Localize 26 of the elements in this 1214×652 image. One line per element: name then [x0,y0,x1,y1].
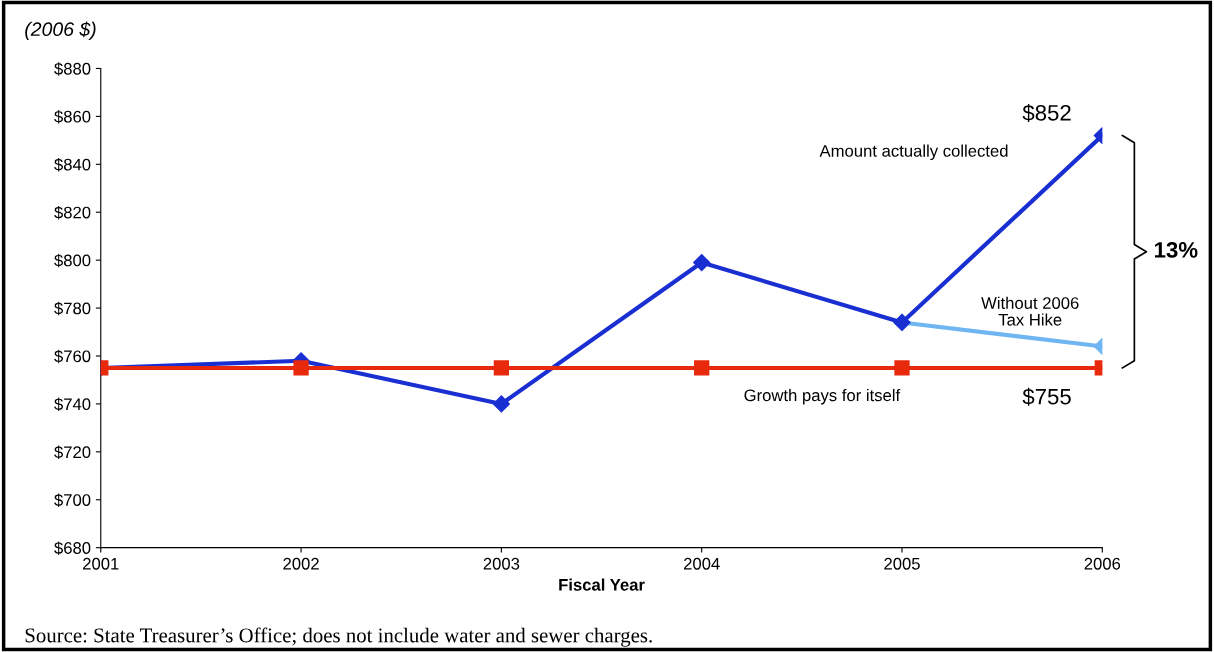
y-tick-label: $700 [54,493,91,507]
y-tick-label: $880 [54,62,91,76]
x-tick-label: 2006 [1084,557,1121,570]
y-tick-label: $840 [54,158,91,172]
x-tick-label: 2004 [683,557,720,570]
y-axis-title: (2006 $) [25,21,96,40]
x-tick-label: 2001 [83,557,119,570]
x-axis-title: Fiscal Year [559,578,645,591]
y-tick-label: $760 [54,349,91,364]
source-note: Source: State Treasurer’s Office; does not include water and sewer charges. [25,627,652,647]
series-label: Without 2006 Tax Hike [981,296,1079,326]
y-tick-label: $780 [54,301,91,316]
annotation: $852 [1022,104,1071,123]
x-tick-label: 2005 [884,557,920,570]
y-tick-label: $720 [54,445,91,460]
text: 13% [1154,241,1198,258]
y-tick-label: $800 [54,253,91,268]
x-tick-label: 2002 [283,557,319,570]
annotation: $755 [1022,387,1071,406]
y-tick-label: $680 [54,541,91,555]
y-tick-label: $740 [54,397,91,412]
x-tick-label: 2003 [483,557,520,570]
series-label: Growth pays for itself [744,388,901,405]
y-tick-label: $820 [54,205,91,220]
y-tick-label: $860 [54,110,91,124]
text: Amount actually collected [819,144,1008,161]
